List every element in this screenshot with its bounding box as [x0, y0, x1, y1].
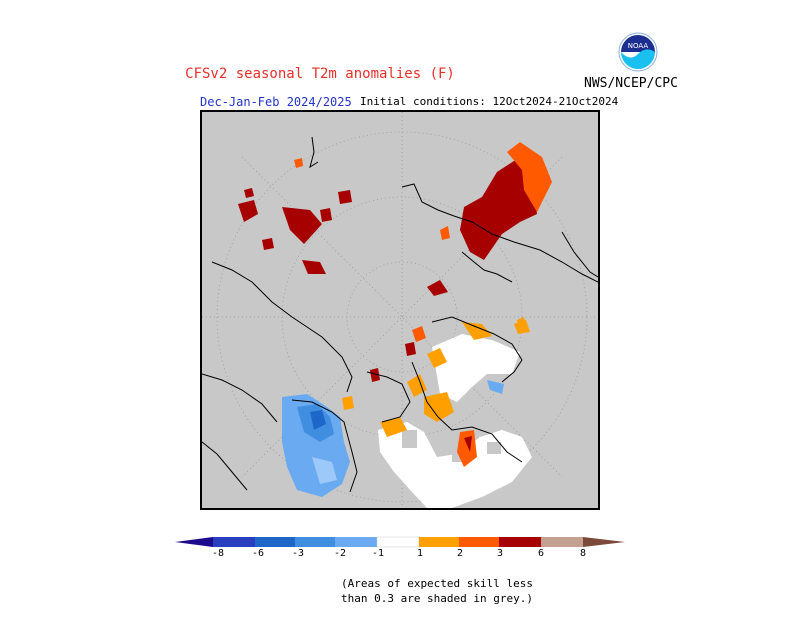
- colorbar-bin-neg2: [335, 537, 377, 547]
- colorbar-tick: -2: [333, 548, 347, 559]
- warm-anomaly-canada: [342, 320, 530, 467]
- colorbar-tick: 2: [456, 548, 464, 559]
- colorbar-bin-pos2: [459, 537, 499, 547]
- warm-anomaly-eurasia: [427, 142, 552, 328]
- map-title: CFSv2 seasonal T2m anomalies (F): [185, 66, 455, 82]
- colorbar-arrow-low: [175, 537, 213, 547]
- colorbar-bin-neg3: [295, 537, 335, 547]
- colorbar-tick: 8: [579, 548, 587, 559]
- colorbar-tick: 6: [537, 548, 545, 559]
- colorbar-tick: 1: [416, 548, 424, 559]
- cold-anomaly-spot: [487, 380, 504, 394]
- skill-note: (Areas of expected skill less than 0.3 a…: [0, 576, 800, 606]
- colorbar-tick: 3: [496, 548, 504, 559]
- warm-anomaly-alaska: [238, 188, 352, 274]
- coastlines: [202, 136, 598, 493]
- noaa-logo-text: NOAA: [628, 42, 649, 50]
- colorbar-arrow-high: [583, 537, 625, 547]
- skill-note-line2: than 0.3 are shaded in grey.): [340, 592, 534, 605]
- colorbar-bin-pos6: [541, 537, 583, 547]
- forecast-period: Dec-Jan-Feb 2024/2025: [200, 95, 352, 109]
- colorbar-tick: -1: [371, 548, 385, 559]
- colorbar: [175, 536, 625, 548]
- colorbar-bin-pos3: [499, 537, 541, 547]
- colorbar-tick: -8: [211, 548, 225, 559]
- colorbar-tick: -3: [291, 548, 305, 559]
- colorbar-bin-pos1: [419, 537, 459, 547]
- colorbar-bin-neg6: [255, 537, 295, 547]
- warm-anomaly-spot: [294, 158, 303, 168]
- anomaly-map: [200, 110, 600, 510]
- polar-map-canvas: [202, 112, 598, 508]
- colorbar-bin-neg8: [213, 537, 255, 547]
- organization-label: NWS/NCEP/CPC: [584, 76, 678, 91]
- noaa-logo: NOAA: [618, 32, 658, 72]
- colorbar-bin-neutral: [376, 536, 420, 548]
- initial-conditions: Initial conditions: 12Oct2024-21Oct2024: [360, 95, 619, 108]
- colorbar-tick: -6: [251, 548, 265, 559]
- cold-anomaly-region: [282, 394, 350, 497]
- skill-note-line1: (Areas of expected skill less: [340, 577, 534, 590]
